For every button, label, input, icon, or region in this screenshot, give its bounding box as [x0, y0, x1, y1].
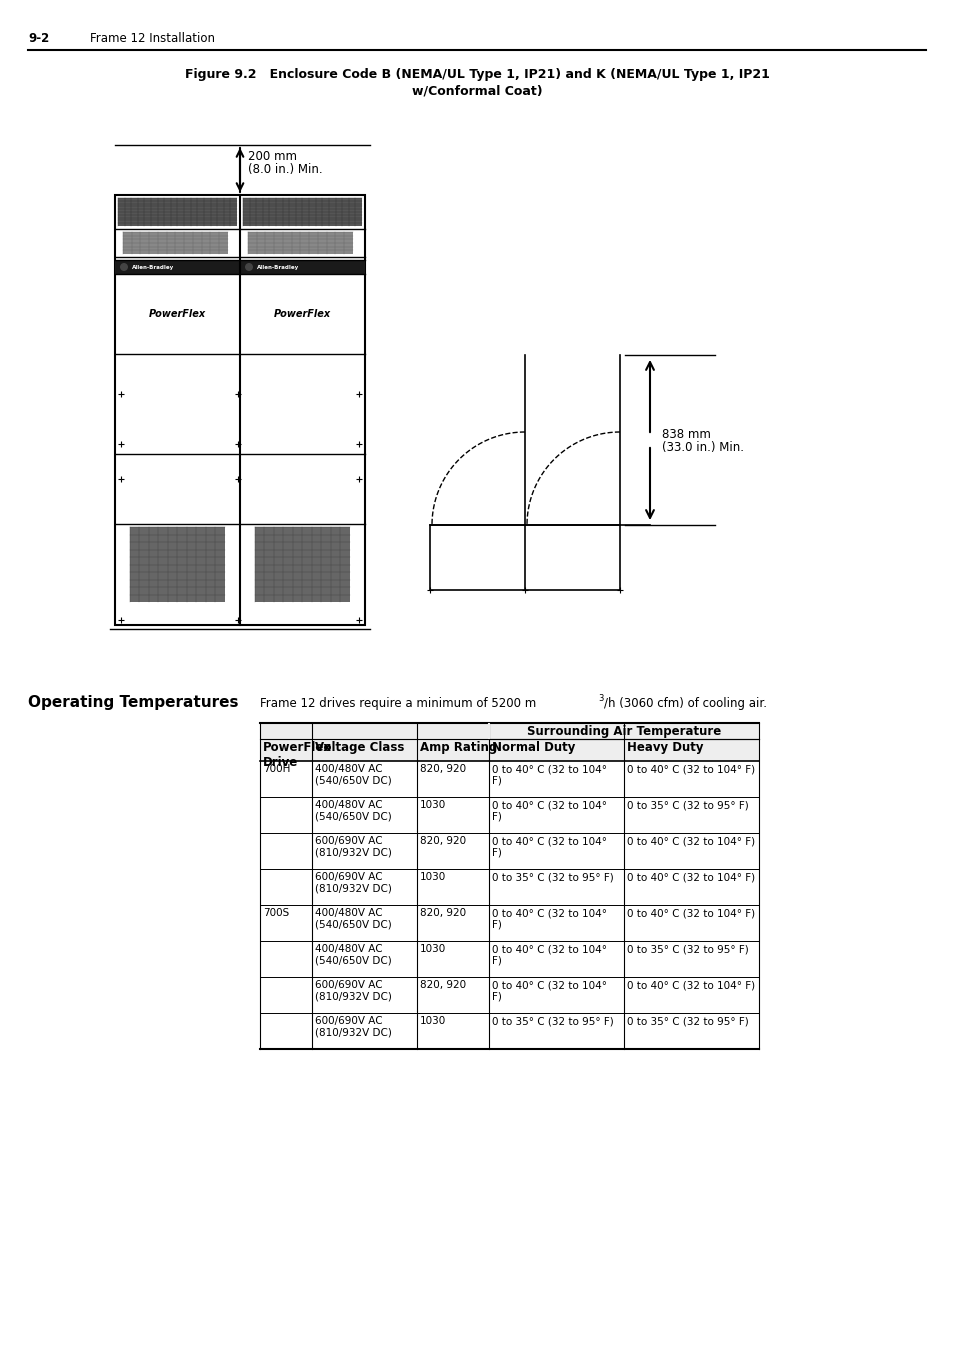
Text: 0 to 40° C (32 to 104°
F): 0 to 40° C (32 to 104° F)	[492, 980, 606, 1002]
Text: Allen-Bradley: Allen-Bradley	[132, 265, 174, 270]
Text: Figure 9.2   Enclosure Code B (NEMA/UL Type 1, IP21) and K (NEMA/UL Type 1, IP21: Figure 9.2 Enclosure Code B (NEMA/UL Typ…	[184, 68, 769, 81]
Text: PowerFlex
Drive: PowerFlex Drive	[263, 741, 332, 770]
Text: 3: 3	[598, 694, 602, 703]
Text: Operating Temperatures: Operating Temperatures	[28, 695, 238, 710]
Text: (8.0 in.) Min.: (8.0 in.) Min.	[248, 163, 322, 176]
Bar	[123, 232, 228, 254]
Text: 1030: 1030	[419, 872, 446, 882]
Text: PowerFlex: PowerFlex	[149, 309, 206, 319]
Text: Normal Duty: Normal Duty	[492, 741, 575, 755]
Text: 0 to 40° C (32 to 104°
F): 0 to 40° C (32 to 104° F)	[492, 909, 606, 930]
Text: 400/480V AC
(540/650V DC): 400/480V AC (540/650V DC)	[314, 801, 392, 822]
Bar	[115, 261, 365, 274]
Text: (33.0 in.) Min.: (33.0 in.) Min.	[661, 441, 743, 455]
Text: 0 to 40° C (32 to 104° F): 0 to 40° C (32 to 104° F)	[626, 872, 755, 882]
Bar	[430, 525, 619, 590]
Text: Surrounding Air Temperature: Surrounding Air Temperature	[526, 725, 720, 738]
Bar	[254, 526, 350, 602]
Text: Frame 12 drives require a minimum of 5200 m: Frame 12 drives require a minimum of 520…	[260, 697, 536, 710]
Circle shape	[245, 263, 253, 271]
Bar	[118, 198, 236, 225]
Text: 700S: 700S	[263, 909, 289, 918]
Text: 0 to 40° C (32 to 104°
F): 0 to 40° C (32 to 104° F)	[492, 944, 606, 965]
Text: 838 mm: 838 mm	[661, 428, 710, 441]
Circle shape	[120, 263, 128, 271]
Bar	[243, 198, 361, 225]
Text: 0 to 40° C (32 to 104°
F): 0 to 40° C (32 to 104° F)	[492, 836, 606, 857]
Text: 200 mm: 200 mm	[248, 150, 296, 163]
Text: /h (3060 cfm) of cooling air.: /h (3060 cfm) of cooling air.	[603, 697, 766, 710]
Text: 0 to 35° C (32 to 95° F): 0 to 35° C (32 to 95° F)	[492, 872, 613, 882]
Text: 600/690V AC
(810/932V DC): 600/690V AC (810/932V DC)	[314, 872, 392, 894]
Text: Allen-Bradley: Allen-Bradley	[256, 265, 299, 270]
Text: 820, 920: 820, 920	[419, 980, 466, 990]
Text: 820, 920: 820, 920	[419, 836, 466, 846]
Text: 1030: 1030	[419, 801, 446, 810]
Text: Voltage Class: Voltage Class	[314, 741, 404, 755]
Text: 400/480V AC
(540/650V DC): 400/480V AC (540/650V DC)	[314, 764, 392, 786]
Text: 600/690V AC
(810/932V DC): 600/690V AC (810/932V DC)	[314, 980, 392, 1002]
Text: 1030: 1030	[419, 1017, 446, 1026]
Text: 0 to 40° C (32 to 104° F): 0 to 40° C (32 to 104° F)	[626, 909, 755, 918]
Text: 0 to 35° C (32 to 95° F): 0 to 35° C (32 to 95° F)	[492, 1017, 613, 1026]
Text: 600/690V AC
(810/932V DC): 600/690V AC (810/932V DC)	[314, 1017, 392, 1038]
Text: 820, 920: 820, 920	[419, 764, 466, 774]
Text: 1030: 1030	[419, 944, 446, 954]
Text: w/Conformal Coat): w/Conformal Coat)	[412, 84, 541, 97]
Text: 400/480V AC
(540/650V DC): 400/480V AC (540/650V DC)	[314, 944, 392, 965]
Text: 400/480V AC
(540/650V DC): 400/480V AC (540/650V DC)	[314, 909, 392, 930]
Text: 0 to 40° C (32 to 104°
F): 0 to 40° C (32 to 104° F)	[492, 801, 606, 822]
Bar	[115, 194, 365, 625]
Bar	[248, 232, 353, 254]
Text: 0 to 35° C (32 to 95° F): 0 to 35° C (32 to 95° F)	[626, 801, 748, 810]
Text: 0 to 35° C (32 to 95° F): 0 to 35° C (32 to 95° F)	[626, 1017, 748, 1026]
Bar	[130, 526, 225, 602]
Text: 0 to 40° C (32 to 104° F): 0 to 40° C (32 to 104° F)	[626, 980, 755, 990]
Text: 9-2: 9-2	[28, 31, 50, 45]
Text: PowerFlex: PowerFlex	[274, 309, 331, 319]
Text: 700H: 700H	[263, 764, 290, 774]
Text: 0 to 40° C (32 to 104° F): 0 to 40° C (32 to 104° F)	[626, 836, 755, 846]
Text: 820, 920: 820, 920	[419, 909, 466, 918]
Text: 0 to 35° C (32 to 95° F): 0 to 35° C (32 to 95° F)	[626, 944, 748, 954]
Text: 600/690V AC
(810/932V DC): 600/690V AC (810/932V DC)	[314, 836, 392, 857]
Bar	[260, 724, 759, 761]
Text: 0 to 40° C (32 to 104°
F): 0 to 40° C (32 to 104° F)	[492, 764, 606, 786]
Text: Frame 12 Installation: Frame 12 Installation	[90, 31, 214, 45]
Text: Amp Rating: Amp Rating	[419, 741, 497, 755]
Text: 0 to 40° C (32 to 104° F): 0 to 40° C (32 to 104° F)	[626, 764, 755, 774]
Text: Heavy Duty: Heavy Duty	[626, 741, 702, 755]
